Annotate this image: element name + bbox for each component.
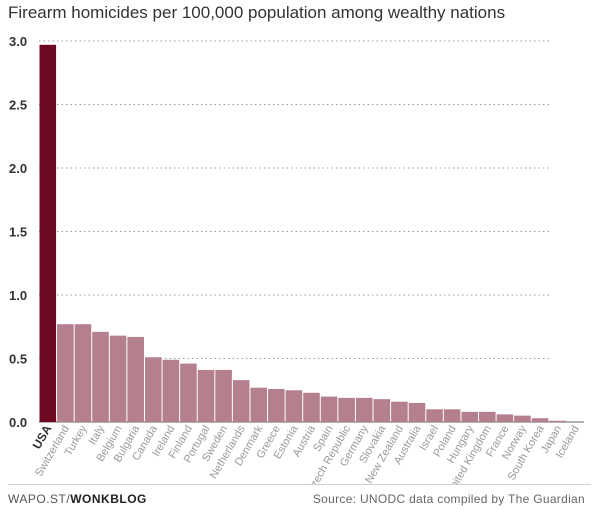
footer-source: Source: UNODC data compiled by The Guard… — [312, 492, 585, 506]
bar — [92, 331, 109, 422]
footer-divider — [8, 484, 591, 485]
bar — [180, 363, 197, 422]
bar — [162, 359, 180, 422]
bar — [443, 409, 461, 422]
bar — [355, 397, 373, 422]
y-tick-label: 1.0 — [9, 288, 27, 303]
bar — [127, 336, 144, 422]
y-axis-ticks: 0.0 0.5 1.0 1.5 2.0 2.5 3.0 — [9, 34, 27, 430]
bar — [373, 399, 391, 422]
chart-title: Firearm homicides per 100,000 population… — [8, 3, 506, 22]
y-tick-label: 3.0 — [9, 34, 27, 49]
bar — [408, 402, 426, 422]
bar — [320, 396, 338, 422]
bar — [303, 392, 320, 422]
bar — [144, 357, 162, 422]
y-tick-label: 0.0 — [9, 415, 27, 430]
bar — [479, 411, 496, 422]
bar — [496, 414, 514, 422]
bars — [39, 44, 566, 423]
bar — [285, 390, 303, 422]
footer-brand-prefix: WAPO.ST/ — [8, 492, 71, 506]
bar — [250, 387, 268, 422]
bar — [531, 418, 549, 422]
bar — [549, 420, 566, 422]
x-axis-labels: USASwitzerlandTurkeyItalyBelgiumBulgaria… — [30, 422, 582, 484]
y-tick-label: 2.5 — [9, 98, 27, 113]
bar — [338, 397, 355, 422]
bar — [215, 369, 232, 422]
bar — [391, 401, 408, 422]
bar — [268, 388, 285, 422]
footer-brand[interactable]: WAPO.ST/WONKBLOG — [8, 492, 147, 506]
bar — [232, 380, 250, 422]
y-tick-label: 2.0 — [9, 161, 27, 176]
bar — [461, 411, 479, 422]
bar — [39, 44, 57, 423]
bar — [197, 369, 215, 422]
bar — [109, 335, 127, 422]
bar — [426, 409, 443, 422]
footer-brand-name: WONKBLOG — [70, 492, 147, 506]
y-tick-label: 0.5 — [9, 352, 27, 367]
bar — [74, 324, 92, 422]
bar — [514, 415, 531, 422]
bar — [57, 324, 74, 422]
y-tick-label: 1.5 — [9, 225, 27, 240]
bar-chart: 0.0 0.5 1.0 1.5 2.0 2.5 3.0 USASwitzerlandTurk… — [9, 34, 584, 484]
